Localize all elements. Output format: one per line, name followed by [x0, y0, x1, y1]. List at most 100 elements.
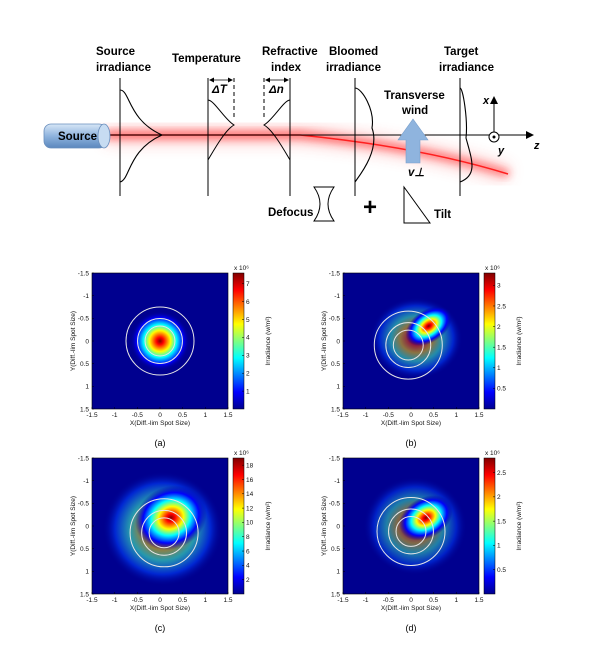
reference-circle	[373, 310, 443, 380]
y-tick-label: 1.5	[80, 591, 89, 598]
y-tick-label: 1	[336, 384, 340, 391]
irradiance-panels: -1.5 -1 -0.5 0 0.5 1 1.5-1.5-1-0.500.511.5X(Di…	[70, 265, 523, 633]
tilt: Tilt	[403, 185, 451, 224]
colorbar-tick-label: 5	[246, 317, 250, 324]
reference-circle	[144, 325, 176, 357]
target-irradiance-label-1: Target	[444, 46, 478, 58]
x-tick-label: -1	[363, 412, 369, 419]
colorbar-tick-label: 1	[246, 388, 250, 395]
source-irradiance-label-1: Source	[96, 46, 135, 58]
defocus: Defocus	[268, 186, 335, 222]
axis-z-label: z	[533, 140, 540, 152]
x-axis-label: X(Diff.-lim Spot Size)	[130, 605, 190, 612]
y-tick-label: 1.5	[331, 406, 340, 413]
panel-c: -1.5 -1 -0.5 0 0.5 1 1.5-1.5-1-0.500.511.5X(Di…	[70, 450, 272, 633]
colorbar-tick-label: 16	[246, 477, 254, 484]
reference-circle	[388, 508, 434, 555]
colorbar-label: Irradiance (w/m²)	[516, 501, 523, 550]
y-tick-label: 0.5	[80, 546, 89, 553]
irradiance-spot	[130, 311, 190, 371]
colorbar-tick-label: 6	[246, 548, 250, 555]
y-tick-label: 1	[85, 569, 89, 576]
x-tick-label: -1.5	[86, 597, 98, 604]
target-irradiance-profile: Target irradiance	[439, 46, 494, 196]
colorbar-tick-label: 3	[246, 353, 250, 360]
colorbar-tick-label: 4	[246, 335, 250, 342]
reference-circle	[385, 322, 432, 369]
colorbar-exponent: x 10⁶	[485, 265, 500, 272]
colorbar-tick-label: 2.5	[497, 470, 506, 477]
refractive-index-label-2: index	[271, 62, 302, 74]
x-tick-label: -0.5	[383, 412, 395, 419]
colorbar-tick-label: 3	[497, 283, 501, 290]
y-tick-label: -1	[334, 293, 340, 300]
x-tick-label: 0	[409, 412, 413, 419]
source-irradiance-label-2: irradiance	[96, 62, 151, 74]
x-tick-label: 1	[204, 412, 208, 419]
x-tick-label: 1	[455, 597, 459, 604]
y-tick-label: 0.5	[331, 546, 340, 553]
x-tick-label: -1	[112, 412, 118, 419]
x-tick-label: -1.5	[337, 597, 349, 604]
v-perp-label: v⊥	[408, 167, 424, 179]
y-tick-label: -0.5	[329, 316, 341, 323]
reference-circle	[137, 318, 183, 364]
reference-circle	[376, 496, 446, 566]
colorbar-tick-label: 1.5	[497, 344, 506, 351]
y-axis-label: Y(Diff.-lim Spot Size)	[321, 496, 328, 556]
colorbar-tick-label: 6	[246, 299, 250, 306]
bloomed-irradiance-profile: Bloomed irradiance	[326, 46, 381, 196]
panel-a: -1.5 -1 -0.5 0 0.5 1 1.5-1.5-1-0.500.511.5X(Di…	[70, 265, 272, 448]
delta-n-label: Δn	[268, 84, 284, 96]
colorbar-tick-label: 2	[497, 324, 501, 331]
x-axis-label: X(Diff.-lim Spot Size)	[130, 420, 190, 427]
wind-arrow-icon	[397, 118, 429, 164]
y-tick-label: -1	[334, 478, 340, 485]
x-tick-label: -1	[112, 597, 118, 604]
colorbar-tick-label: 1.5	[497, 518, 506, 525]
x-tick-label: 0.5	[178, 412, 187, 419]
reference-circle	[129, 498, 199, 568]
irradiance-spot	[405, 306, 452, 346]
reference-circle	[392, 329, 424, 361]
reference-circle	[141, 509, 188, 556]
reference-circle	[148, 517, 180, 549]
reference-circle	[125, 306, 195, 376]
delta-t-label: ΔT	[211, 84, 228, 96]
y-tick-label: 0	[336, 523, 340, 530]
colorbar-label: Irradiance (w/m²)	[265, 316, 272, 365]
laser-beam	[105, 128, 510, 180]
colorbar	[232, 272, 245, 410]
x-tick-label: 1	[204, 597, 208, 604]
bloomed-irradiance-label-2: irradiance	[326, 62, 381, 74]
y-tick-label: 0.5	[80, 361, 89, 368]
y-axis-label: Y(Diff.-lim Spot Size)	[70, 496, 77, 556]
x-tick-label: 0.5	[429, 597, 438, 604]
y-tick-label: -1.5	[78, 455, 90, 462]
y-tick-label: -1.5	[78, 270, 90, 277]
x-tick-label: 0	[158, 412, 162, 419]
x-tick-label: -1.5	[86, 412, 98, 419]
y-tick-label: 0	[85, 338, 89, 345]
temperature-profile: Temperature ΔT	[172, 53, 241, 196]
y-tick-label: 0	[336, 338, 340, 345]
y-tick-label: -1.5	[329, 270, 341, 277]
beam-diagram: z Source Source irradiance Temperature Δ…	[43, 46, 540, 224]
source-irradiance-profile: Source irradiance	[96, 46, 164, 196]
colorbar-tick-label: 0.5	[497, 567, 506, 574]
refractive-index-profile: Refractive index Δn	[262, 46, 318, 196]
colorbar-exponent: x 10⁶	[485, 450, 500, 457]
y-tick-label: 1	[85, 384, 89, 391]
colorbar-tick-label: 18	[246, 462, 254, 469]
y-tick-label: -0.5	[329, 501, 341, 508]
colorbar-tick-label: 2	[497, 494, 501, 501]
colorbar	[483, 457, 496, 595]
x-tick-label: -1.5	[337, 412, 349, 419]
concave-lens-icon	[313, 186, 335, 222]
target-irradiance-label-2: irradiance	[439, 62, 494, 74]
x-axis-label: X(Diff.-lim Spot Size)	[381, 420, 441, 427]
irradiance-spot	[135, 485, 207, 551]
x-tick-label: -0.5	[132, 597, 144, 604]
x-tick-label: 0	[409, 597, 413, 604]
